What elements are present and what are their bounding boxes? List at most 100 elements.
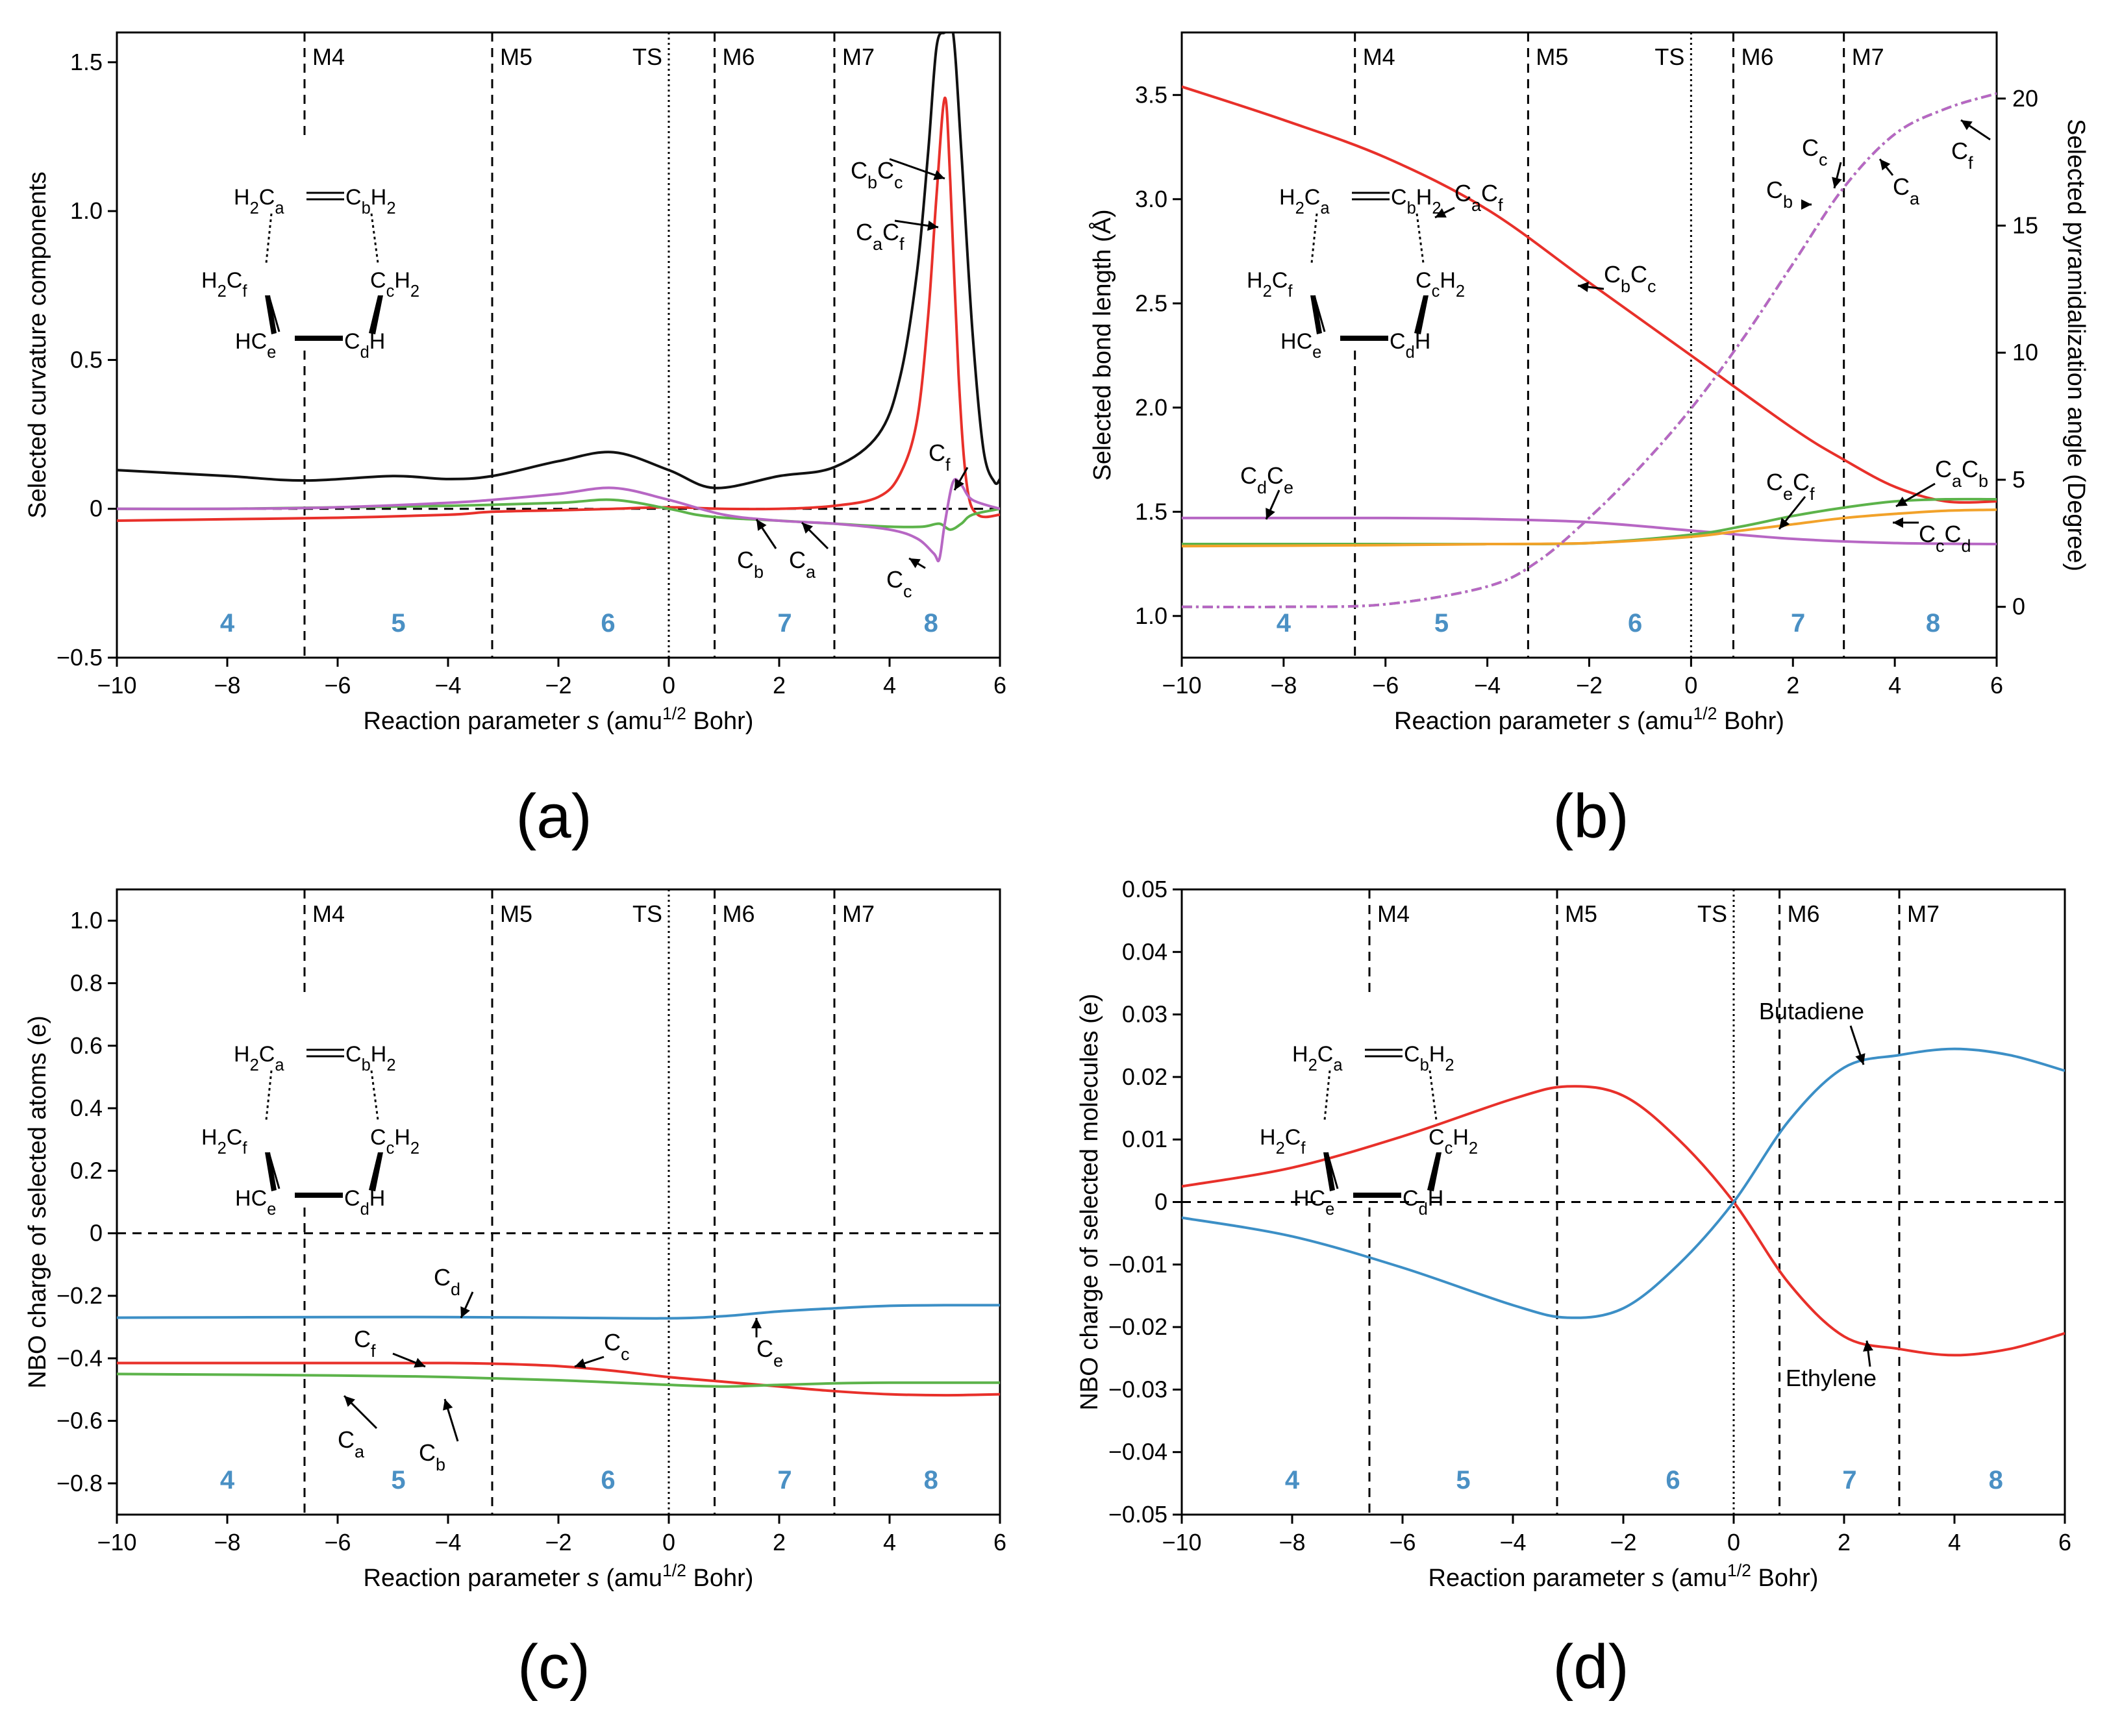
annotation-arrowhead — [1880, 159, 1891, 171]
molecule-label: CcH2 — [370, 1125, 419, 1158]
region-number: 5 — [391, 1466, 405, 1494]
y-tick-label: 1.0 — [1135, 602, 1167, 629]
series-line-cacf — [117, 96, 1000, 523]
stage-label: TS — [1654, 43, 1684, 70]
molecule-label: CbH2 — [1391, 185, 1441, 217]
annotation-arrowhead — [414, 1358, 425, 1368]
series-line-cacf-cbcc — [1182, 85, 1997, 504]
annotation-arrowhead — [1961, 120, 1973, 130]
annotation-arrowhead — [1435, 208, 1447, 217]
wedge-bond — [1310, 295, 1322, 334]
molecule-label: CdH — [1390, 329, 1430, 362]
x-tick-label: 4 — [883, 672, 896, 699]
curve-annotation: CaCb — [1935, 456, 1988, 491]
x-tick-label: 6 — [1990, 672, 2003, 699]
bond — [1326, 1152, 1339, 1189]
bold-bond — [1340, 336, 1388, 341]
molecule-label: CcH2 — [1429, 1125, 1478, 1158]
molecule-label: H2Ca — [234, 185, 284, 217]
y-tick-label: 3.5 — [1135, 81, 1167, 108]
y-tick-label: −0.04 — [1108, 1439, 1167, 1465]
molecule-label: CbH2 — [345, 1042, 396, 1074]
x-tick-label: −10 — [1162, 672, 1201, 699]
curve-annotation: Ca — [789, 547, 816, 582]
x-tick-label: 0 — [662, 1529, 675, 1556]
region-number: 6 — [601, 1466, 615, 1494]
region-number: 5 — [1456, 1466, 1470, 1494]
region-number: 6 — [1666, 1466, 1680, 1494]
molecule-diagram: H2Ca CbH2 H2Cf CcH2 HCe CdH — [1247, 185, 1465, 362]
y-tick-label: 0.02 — [1122, 1063, 1167, 1090]
annotation-arrowhead — [1779, 517, 1790, 529]
stage-label: M7 — [1907, 900, 1940, 927]
curve-annotation: Ca — [1893, 173, 1920, 208]
molecule-label: CdH — [344, 329, 385, 362]
x-tick-label: −10 — [1162, 1529, 1201, 1556]
series-line-cd-ce — [117, 1304, 1000, 1320]
wedge-bond — [369, 295, 383, 334]
curve-annotation: Ethylene — [1786, 1365, 1877, 1391]
stage-label: M7 — [842, 43, 875, 70]
stage-label: M6 — [723, 43, 755, 70]
molecule-label: CcH2 — [370, 268, 419, 301]
annotation-arrowhead — [1896, 497, 1908, 506]
x-tick-label: −6 — [1372, 672, 1399, 699]
annotation-arrowhead — [927, 220, 938, 231]
y2-tick-label: 10 — [2012, 339, 2038, 366]
stage-label: TS — [632, 900, 662, 927]
molecule-label: CbH2 — [345, 185, 396, 217]
y-tick-label: 0.01 — [1122, 1126, 1167, 1152]
region-number: 7 — [1842, 1466, 1856, 1494]
bond — [268, 295, 281, 332]
annotation-arrowhead — [1801, 199, 1812, 210]
series-line-cf-cc — [117, 1361, 1000, 1397]
panel-label: (c) — [518, 1632, 590, 1702]
panel-label: (a) — [516, 782, 592, 851]
wedge-bond — [265, 295, 277, 334]
series-line-ca-cb — [117, 1372, 1000, 1388]
x-tick-label: −2 — [1576, 672, 1603, 699]
x-tick-label: −2 — [545, 1529, 571, 1556]
stage-label: M6 — [1741, 43, 1773, 70]
y-axis-label: NBO charge of selected atoms (e) — [24, 1015, 51, 1388]
partial-bond — [265, 213, 273, 264]
molecule-label: CcH2 — [1416, 268, 1465, 301]
x-tick-label: −6 — [1389, 1529, 1416, 1556]
x-tick-label: 4 — [1948, 1529, 1961, 1556]
y-tick-label: 0 — [90, 1220, 103, 1246]
y-tick-label: 0.03 — [1122, 1001, 1167, 1028]
molecule-label: H2Ca — [1292, 1042, 1343, 1074]
y-tick-label: 1.0 — [70, 907, 103, 934]
curve-annotation: Cb — [1766, 177, 1793, 212]
y-tick-label: 0 — [1154, 1189, 1167, 1215]
bold-bond — [295, 336, 343, 341]
stage-label: M4 — [312, 900, 345, 927]
annotation-arrowhead — [443, 1399, 453, 1411]
partial-bond — [1310, 213, 1318, 264]
y-tick-label: −0.02 — [1108, 1313, 1167, 1340]
x-tick-label: −10 — [97, 1529, 136, 1556]
wedge-bond — [265, 1152, 277, 1191]
chart-panel-a: −10 −8 −6 −4 −2 0 2 4 6 −0.5 0 0.5 1.0 1.5 Reaction pa… — [24, 31, 1006, 851]
molecule-label: CbH2 — [1404, 1042, 1454, 1074]
panel-label: (b) — [1553, 782, 1629, 851]
curve-annotation: Cf — [354, 1326, 376, 1361]
y-tick-label: 2.5 — [1135, 290, 1167, 316]
y-tick-label: 0.04 — [1122, 938, 1167, 965]
region-number: 8 — [924, 609, 938, 638]
stage-label: TS — [1697, 900, 1727, 927]
y-axis-label: Selected curvature components — [24, 171, 51, 518]
x-axis-label: Reaction parameter s (amu1/2 Bohr) — [364, 1561, 754, 1592]
partial-bond — [370, 213, 379, 264]
y-tick-label: 0.8 — [70, 969, 103, 996]
x-tick-label: 4 — [1888, 672, 1901, 699]
molecule-label: HCe — [1293, 1186, 1334, 1219]
annotation-arrowhead — [933, 170, 945, 180]
x-tick-label: −8 — [1279, 1529, 1305, 1556]
y-tick-label: −0.03 — [1108, 1376, 1167, 1402]
y-tick-label: −0.01 — [1108, 1251, 1167, 1278]
partial-bond — [1323, 1070, 1331, 1121]
curve-annotation: CbCc — [1604, 261, 1656, 296]
chart-panel-b: −10 −8 −6 −4 −2 0 2 4 6 1.0 1.5 2.0 2.5 3.0 3.5 0 5 10 15 2… — [1088, 31, 2090, 851]
